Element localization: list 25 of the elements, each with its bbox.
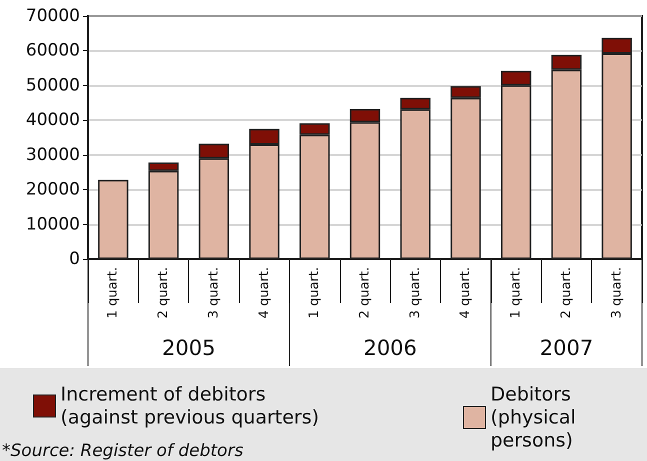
text: 2007 bbox=[540, 336, 594, 360]
y-tick-label: 40000 bbox=[26, 110, 80, 130]
x-tick-label: 3 quart. bbox=[408, 267, 423, 318]
legend-label: Debitors (physical persons) bbox=[490, 384, 582, 452]
y-tick-label: 60000 bbox=[26, 40, 80, 61]
x-tick-label: 2 quart. bbox=[156, 267, 172, 318]
x-tick-label: 4 quart. bbox=[256, 267, 272, 318]
legend-label: Increment of debitors (against previous quarters) bbox=[60, 384, 320, 428]
x-tick-label: 2 quart. bbox=[558, 267, 574, 318]
x-tick-label: 1 quart. bbox=[106, 267, 121, 318]
y-tick-label: 0 bbox=[69, 249, 80, 269]
y-tick-label: 70000 bbox=[26, 6, 80, 26]
x-tick-label: 3 quart. bbox=[206, 267, 222, 318]
x-tick-label: 1 quart. bbox=[508, 267, 524, 318]
text: 2006 bbox=[363, 336, 417, 360]
y-tick-label: 30000 bbox=[26, 144, 80, 165]
y-tick-label: 20000 bbox=[26, 180, 80, 200]
text: *Source: Register of debtors bbox=[2, 441, 244, 461]
y-tick-label: 50000 bbox=[26, 75, 80, 96]
y-tick-label: 10000 bbox=[26, 214, 80, 234]
x-tick-label: 2 quart. bbox=[358, 267, 372, 318]
text: 2005 bbox=[162, 336, 216, 360]
x-tick-label: 4 quart. bbox=[458, 267, 474, 318]
x-tick-label: 1 quart. bbox=[307, 267, 322, 318]
x-tick-label: 3 quart. bbox=[609, 267, 624, 318]
